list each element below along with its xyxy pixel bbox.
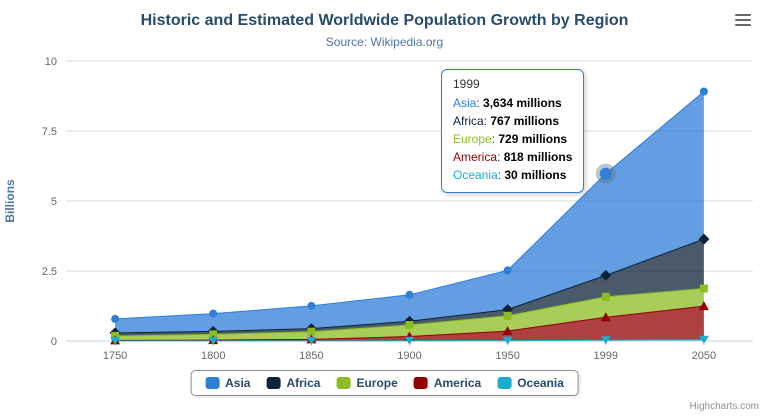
legend-swatch-oceania <box>497 377 512 389</box>
marker-america-1950[interactable] <box>502 326 513 336</box>
tooltip-row: Africa: 767 millions <box>453 112 572 130</box>
y-axis-tick-label: 10 <box>45 56 57 68</box>
tooltip-row: Oceania: 30 millions <box>453 166 572 184</box>
marker-oceania-1999[interactable] <box>600 336 611 345</box>
x-axis-tick-label: 1800 <box>201 350 225 362</box>
tooltip-series-value: 729 millions <box>498 132 568 146</box>
series-area-america[interactable] <box>115 306 704 341</box>
tooltip-rows: Asia: 3,634 millions Africa: 767 millions… <box>453 94 572 184</box>
marker-africa-1999[interactable] <box>600 269 612 281</box>
marker-oceania-1850[interactable] <box>306 336 317 345</box>
marker-europe-1999[interactable] <box>601 292 610 301</box>
tooltip-separator: : <box>483 114 491 128</box>
marker-america-1999[interactable] <box>600 312 611 322</box>
legend-swatch-asia <box>205 377 220 389</box>
series-area-asia[interactable] <box>115 91 704 333</box>
x-axis-tick-label: 1900 <box>397 350 421 362</box>
tooltip-row: Asia: 3,634 millions <box>453 94 572 112</box>
menu-bar <box>735 24 751 26</box>
legend-item-label: Asia <box>225 376 251 390</box>
tooltip-row: Europe: 729 millions <box>453 130 572 148</box>
legend-item-label: Oceania <box>517 376 564 390</box>
legend-item-label: Africa <box>286 376 321 390</box>
tooltip-series-value: 30 millions <box>504 168 567 182</box>
tooltip-header: 1999 <box>453 77 480 91</box>
marker-oceania-1800[interactable] <box>208 336 219 345</box>
tooltip-separator: : <box>497 150 504 164</box>
tooltip-series-value: 767 millions <box>490 114 560 128</box>
chart-tooltip: 1999 Asia: 3,634 millions Africa: 767 mil… <box>441 69 585 193</box>
x-axis-tick-label: 2050 <box>692 350 716 362</box>
tooltip-series-value: 3,634 millions <box>483 96 562 110</box>
marker-asia-1900[interactable] <box>405 290 414 299</box>
tooltip-series-name: America <box>453 150 498 164</box>
marker-asia-1850[interactable] <box>307 301 316 310</box>
y-axis-title: Billions <box>3 179 17 223</box>
legend-item-label: Europe <box>356 376 398 390</box>
marker-europe-1800[interactable] <box>209 330 218 339</box>
legend-item-label: America <box>433 376 482 390</box>
legend-swatch-america <box>413 377 428 389</box>
x-axis-tick-label: 1950 <box>495 350 519 362</box>
menu-bar <box>735 14 751 16</box>
x-axis-tick-label: 1750 <box>103 350 127 362</box>
marker-asia-1999-hovered[interactable] <box>599 167 612 180</box>
tooltip-separator: : <box>476 96 484 110</box>
tooltip-separator: : <box>491 132 499 146</box>
marker-asia-2050[interactable] <box>699 87 708 96</box>
chart-legend: Asia Africa Europe America Oceania <box>190 370 579 396</box>
legend-swatch-africa <box>266 377 281 389</box>
tooltip-series-name: Europe <box>453 132 492 146</box>
marker-africa-2050[interactable] <box>698 233 710 245</box>
series-area-africa[interactable] <box>115 239 704 336</box>
y-axis-tick-label: 5 <box>51 196 57 208</box>
menu-bar <box>735 19 751 21</box>
marker-europe-1900[interactable] <box>405 321 414 329</box>
tooltip-separator: : <box>497 168 505 182</box>
marker-europe-1850[interactable] <box>307 327 316 336</box>
legend-item-america[interactable]: America <box>413 376 482 390</box>
marker-oceania-1750[interactable] <box>110 336 121 345</box>
y-axis-tick-label: 7.5 <box>42 126 57 138</box>
x-axis-tick-label: 1999 <box>594 350 618 362</box>
tooltip-series-name: Asia <box>453 96 477 110</box>
marker-europe-1950[interactable] <box>503 311 512 320</box>
legend-swatch-europe <box>336 377 351 389</box>
highcharts-credits[interactable]: Highcharts.com <box>689 401 759 412</box>
hamburger-menu-icon[interactable] <box>732 12 754 30</box>
marker-asia-1800[interactable] <box>209 309 218 318</box>
legend-item-asia[interactable]: Asia <box>205 376 250 390</box>
tooltip-series-value: 818 millions <box>503 150 573 164</box>
marker-oceania-2050[interactable] <box>698 335 709 344</box>
marker-america-2050[interactable] <box>698 301 709 311</box>
marker-oceania-1950[interactable] <box>502 336 513 345</box>
marker-europe-2050[interactable] <box>699 284 708 293</box>
tooltip-row: America: 818 millions <box>453 148 572 166</box>
y-axis-tick-label: 0 <box>51 336 57 348</box>
marker-oceania-1900[interactable] <box>404 336 415 345</box>
chart-title: Historic and Estimated Worldwide Populat… <box>140 12 629 29</box>
marker-asia-1750[interactable] <box>111 314 120 323</box>
y-axis-tick-label: 2.5 <box>42 266 57 278</box>
tooltip-series-name: Oceania <box>453 168 498 182</box>
legend-item-europe[interactable]: Europe <box>336 376 398 390</box>
chart-subtitle: Source: Wikipedia.org <box>325 35 444 49</box>
legend-item-africa[interactable]: Africa <box>266 376 320 390</box>
x-axis-tick-label: 1850 <box>299 350 323 362</box>
legend-item-oceania[interactable]: Oceania <box>497 376 564 390</box>
marker-asia-1950[interactable] <box>503 266 512 275</box>
tooltip-series-name: Africa <box>453 114 484 128</box>
